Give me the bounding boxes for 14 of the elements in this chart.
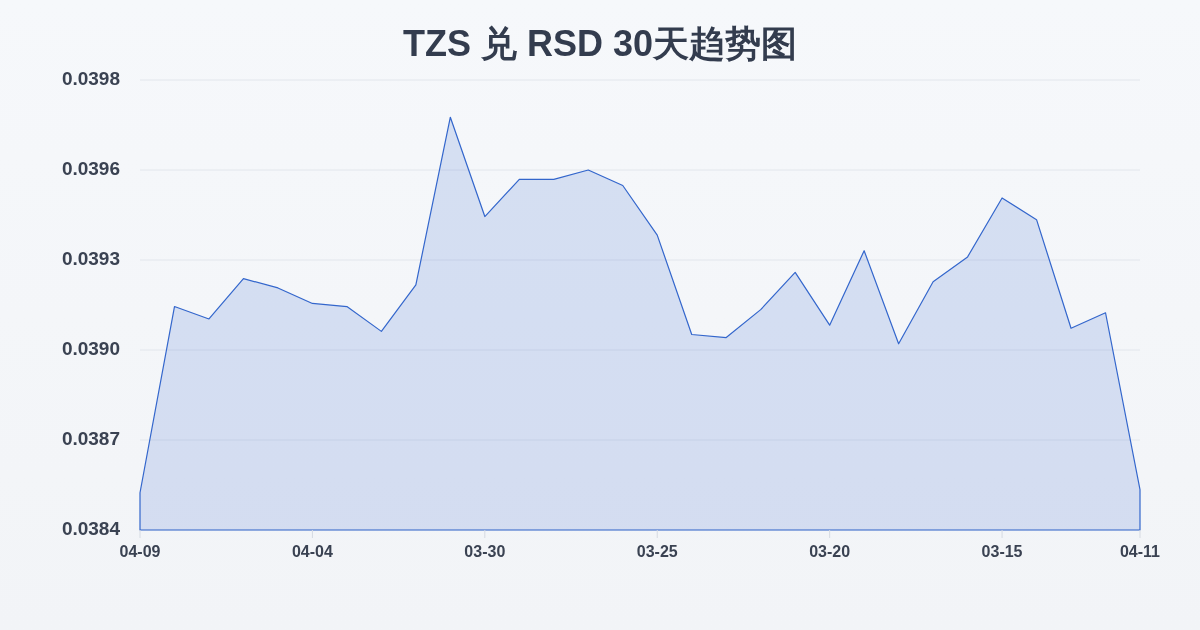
x-tick-label: 03-15: [981, 543, 1023, 561]
y-tick-label: 0.0398: [61, 68, 120, 90]
y-tick-label: 0.0396: [61, 158, 120, 180]
chart-title: TZS 兑 RSD 30天趋势图: [402, 22, 798, 64]
y-tick-label: 0.0387: [61, 428, 120, 450]
x-tick-label: 03-20: [809, 543, 851, 561]
x-tick-label: 03-30: [464, 543, 506, 561]
y-tick-label: 0.0390: [61, 338, 120, 360]
x-tick-label: 04-11: [1119, 543, 1161, 561]
x-tick-label: 04-09: [119, 543, 161, 561]
x-tick-label: 03-25: [636, 543, 678, 561]
y-tick-label: 0.0384: [61, 518, 121, 540]
y-tick-label: 0.0393: [61, 248, 120, 270]
x-tick-label: 04-04: [291, 543, 333, 561]
